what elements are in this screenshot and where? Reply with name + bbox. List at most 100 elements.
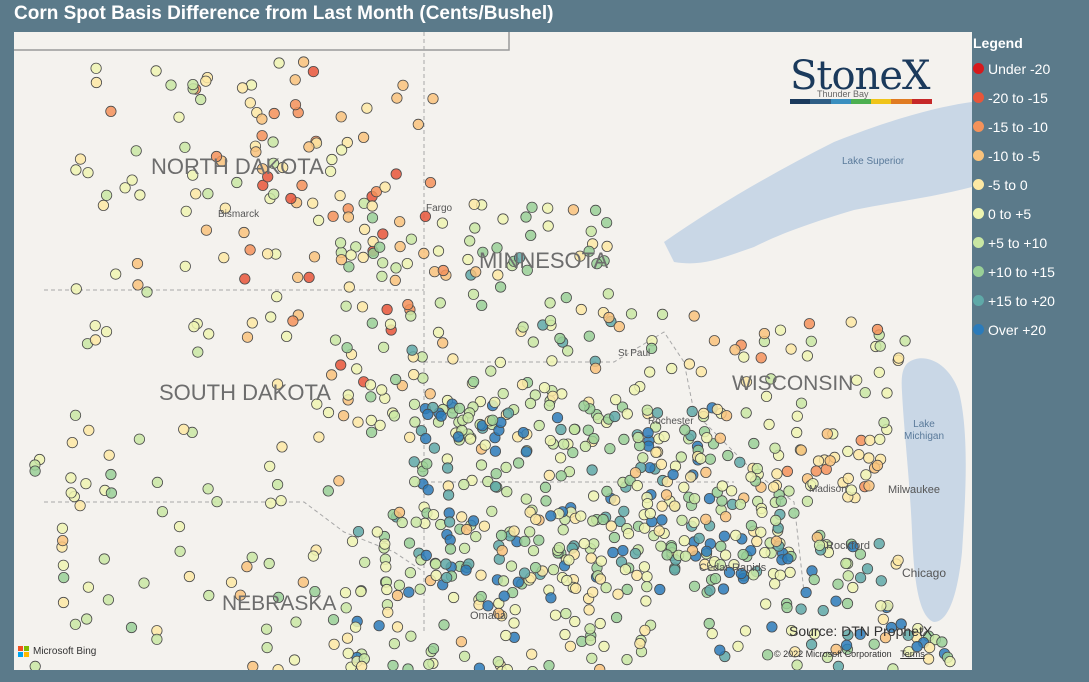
basis-point[interactable]	[377, 341, 390, 353]
basis-point[interactable]	[892, 554, 904, 566]
basis-point[interactable]	[788, 507, 800, 519]
basis-point[interactable]	[527, 336, 539, 348]
basis-point[interactable]	[582, 424, 594, 436]
basis-point[interactable]	[131, 258, 144, 270]
basis-point[interactable]	[322, 485, 334, 497]
basis-point[interactable]	[545, 510, 557, 522]
basis-point[interactable]	[486, 505, 498, 517]
basis-point[interactable]	[460, 564, 472, 576]
basis-point[interactable]	[345, 249, 357, 261]
basis-point[interactable]	[132, 279, 144, 291]
basis-point[interactable]	[467, 288, 480, 300]
basis-point[interactable]	[74, 500, 86, 512]
basis-point[interactable]	[80, 478, 92, 490]
basis-point[interactable]	[583, 330, 595, 342]
basis-point[interactable]	[656, 514, 668, 526]
basis-point[interactable]	[842, 472, 854, 484]
basis-point[interactable]	[82, 581, 95, 593]
basis-point[interactable]	[805, 638, 818, 651]
basis-point[interactable]	[609, 494, 621, 506]
basis-point[interactable]	[342, 211, 354, 223]
basis-point[interactable]	[604, 443, 616, 455]
basis-point[interactable]	[100, 326, 113, 338]
basis-point[interactable]	[669, 500, 681, 512]
basis-point[interactable]	[268, 107, 280, 120]
basis-point[interactable]	[351, 363, 363, 375]
basis-point[interactable]	[653, 525, 665, 537]
basis-point[interactable]	[381, 303, 393, 316]
basis-point[interactable]	[723, 566, 736, 579]
basis-point[interactable]	[525, 229, 537, 241]
basis-point[interactable]	[414, 583, 426, 595]
basis-point[interactable]	[394, 241, 406, 253]
basis-point[interactable]	[871, 323, 884, 336]
basis-point[interactable]	[401, 258, 413, 270]
basis-point[interactable]	[307, 550, 319, 562]
basis-point[interactable]	[642, 427, 654, 439]
basis-point[interactable]	[578, 537, 590, 550]
basis-point[interactable]	[554, 332, 566, 345]
basis-point[interactable]	[512, 457, 525, 469]
basis-point[interactable]	[874, 340, 886, 352]
basis-point[interactable]	[842, 570, 854, 582]
basis-point[interactable]	[557, 524, 569, 536]
basis-point[interactable]	[290, 616, 302, 628]
basis-point[interactable]	[130, 145, 142, 157]
basis-point[interactable]	[800, 586, 812, 599]
basis-point[interactable]	[429, 558, 442, 570]
basis-point[interactable]	[57, 559, 70, 571]
basis-point[interactable]	[173, 111, 185, 123]
basis-point[interactable]	[58, 571, 70, 584]
basis-point[interactable]	[509, 604, 521, 616]
basis-point[interactable]	[549, 609, 562, 621]
basis-point[interactable]	[830, 595, 842, 607]
basis-point[interactable]	[352, 525, 365, 538]
basis-point[interactable]	[697, 407, 710, 419]
basis-point[interactable]	[526, 648, 538, 660]
basis-point[interactable]	[563, 554, 575, 566]
basis-point[interactable]	[427, 93, 439, 105]
basis-point[interactable]	[272, 664, 284, 671]
basis-point[interactable]	[575, 303, 587, 316]
basis-point[interactable]	[110, 268, 122, 280]
basis-point[interactable]	[678, 535, 690, 547]
basis-point[interactable]	[482, 475, 494, 488]
basis-point[interactable]	[377, 228, 389, 240]
basis-point[interactable]	[875, 575, 887, 587]
basis-point[interactable]	[98, 553, 110, 565]
basis-point[interactable]	[574, 250, 586, 262]
basis-point[interactable]	[66, 436, 78, 449]
basis-point[interactable]	[542, 202, 554, 214]
basis-point[interactable]	[435, 410, 447, 422]
basis-point[interactable]	[641, 404, 653, 416]
basis-point[interactable]	[864, 434, 876, 446]
basis-point[interactable]	[236, 82, 249, 94]
basis-point[interactable]	[704, 584, 716, 596]
basis-point[interactable]	[328, 638, 340, 650]
basis-point[interactable]	[424, 388, 436, 400]
basis-point[interactable]	[759, 546, 771, 559]
basis-point[interactable]	[280, 330, 293, 342]
basis-point[interactable]	[473, 662, 485, 670]
basis-point[interactable]	[629, 467, 642, 479]
basis-point[interactable]	[374, 419, 386, 431]
basis-point[interactable]	[594, 663, 606, 670]
basis-point[interactable]	[403, 586, 415, 598]
basis-point[interactable]	[634, 637, 646, 650]
basis-point[interactable]	[639, 624, 651, 636]
basis-point[interactable]	[341, 136, 353, 149]
basis-point[interactable]	[390, 373, 402, 386]
basis-point[interactable]	[341, 342, 353, 354]
basis-point[interactable]	[821, 651, 834, 664]
basis-point[interactable]	[246, 551, 258, 563]
basis-point[interactable]	[126, 174, 138, 186]
legend-item[interactable]: -15 to -10	[973, 112, 1085, 141]
basis-point[interactable]	[766, 621, 778, 633]
basis-point[interactable]	[377, 257, 389, 269]
basis-point[interactable]	[390, 262, 402, 274]
basis-point[interactable]	[530, 513, 542, 525]
basis-point[interactable]	[703, 492, 716, 505]
basis-point[interactable]	[384, 318, 397, 330]
basis-point[interactable]	[669, 564, 681, 576]
basis-point[interactable]	[782, 553, 794, 565]
